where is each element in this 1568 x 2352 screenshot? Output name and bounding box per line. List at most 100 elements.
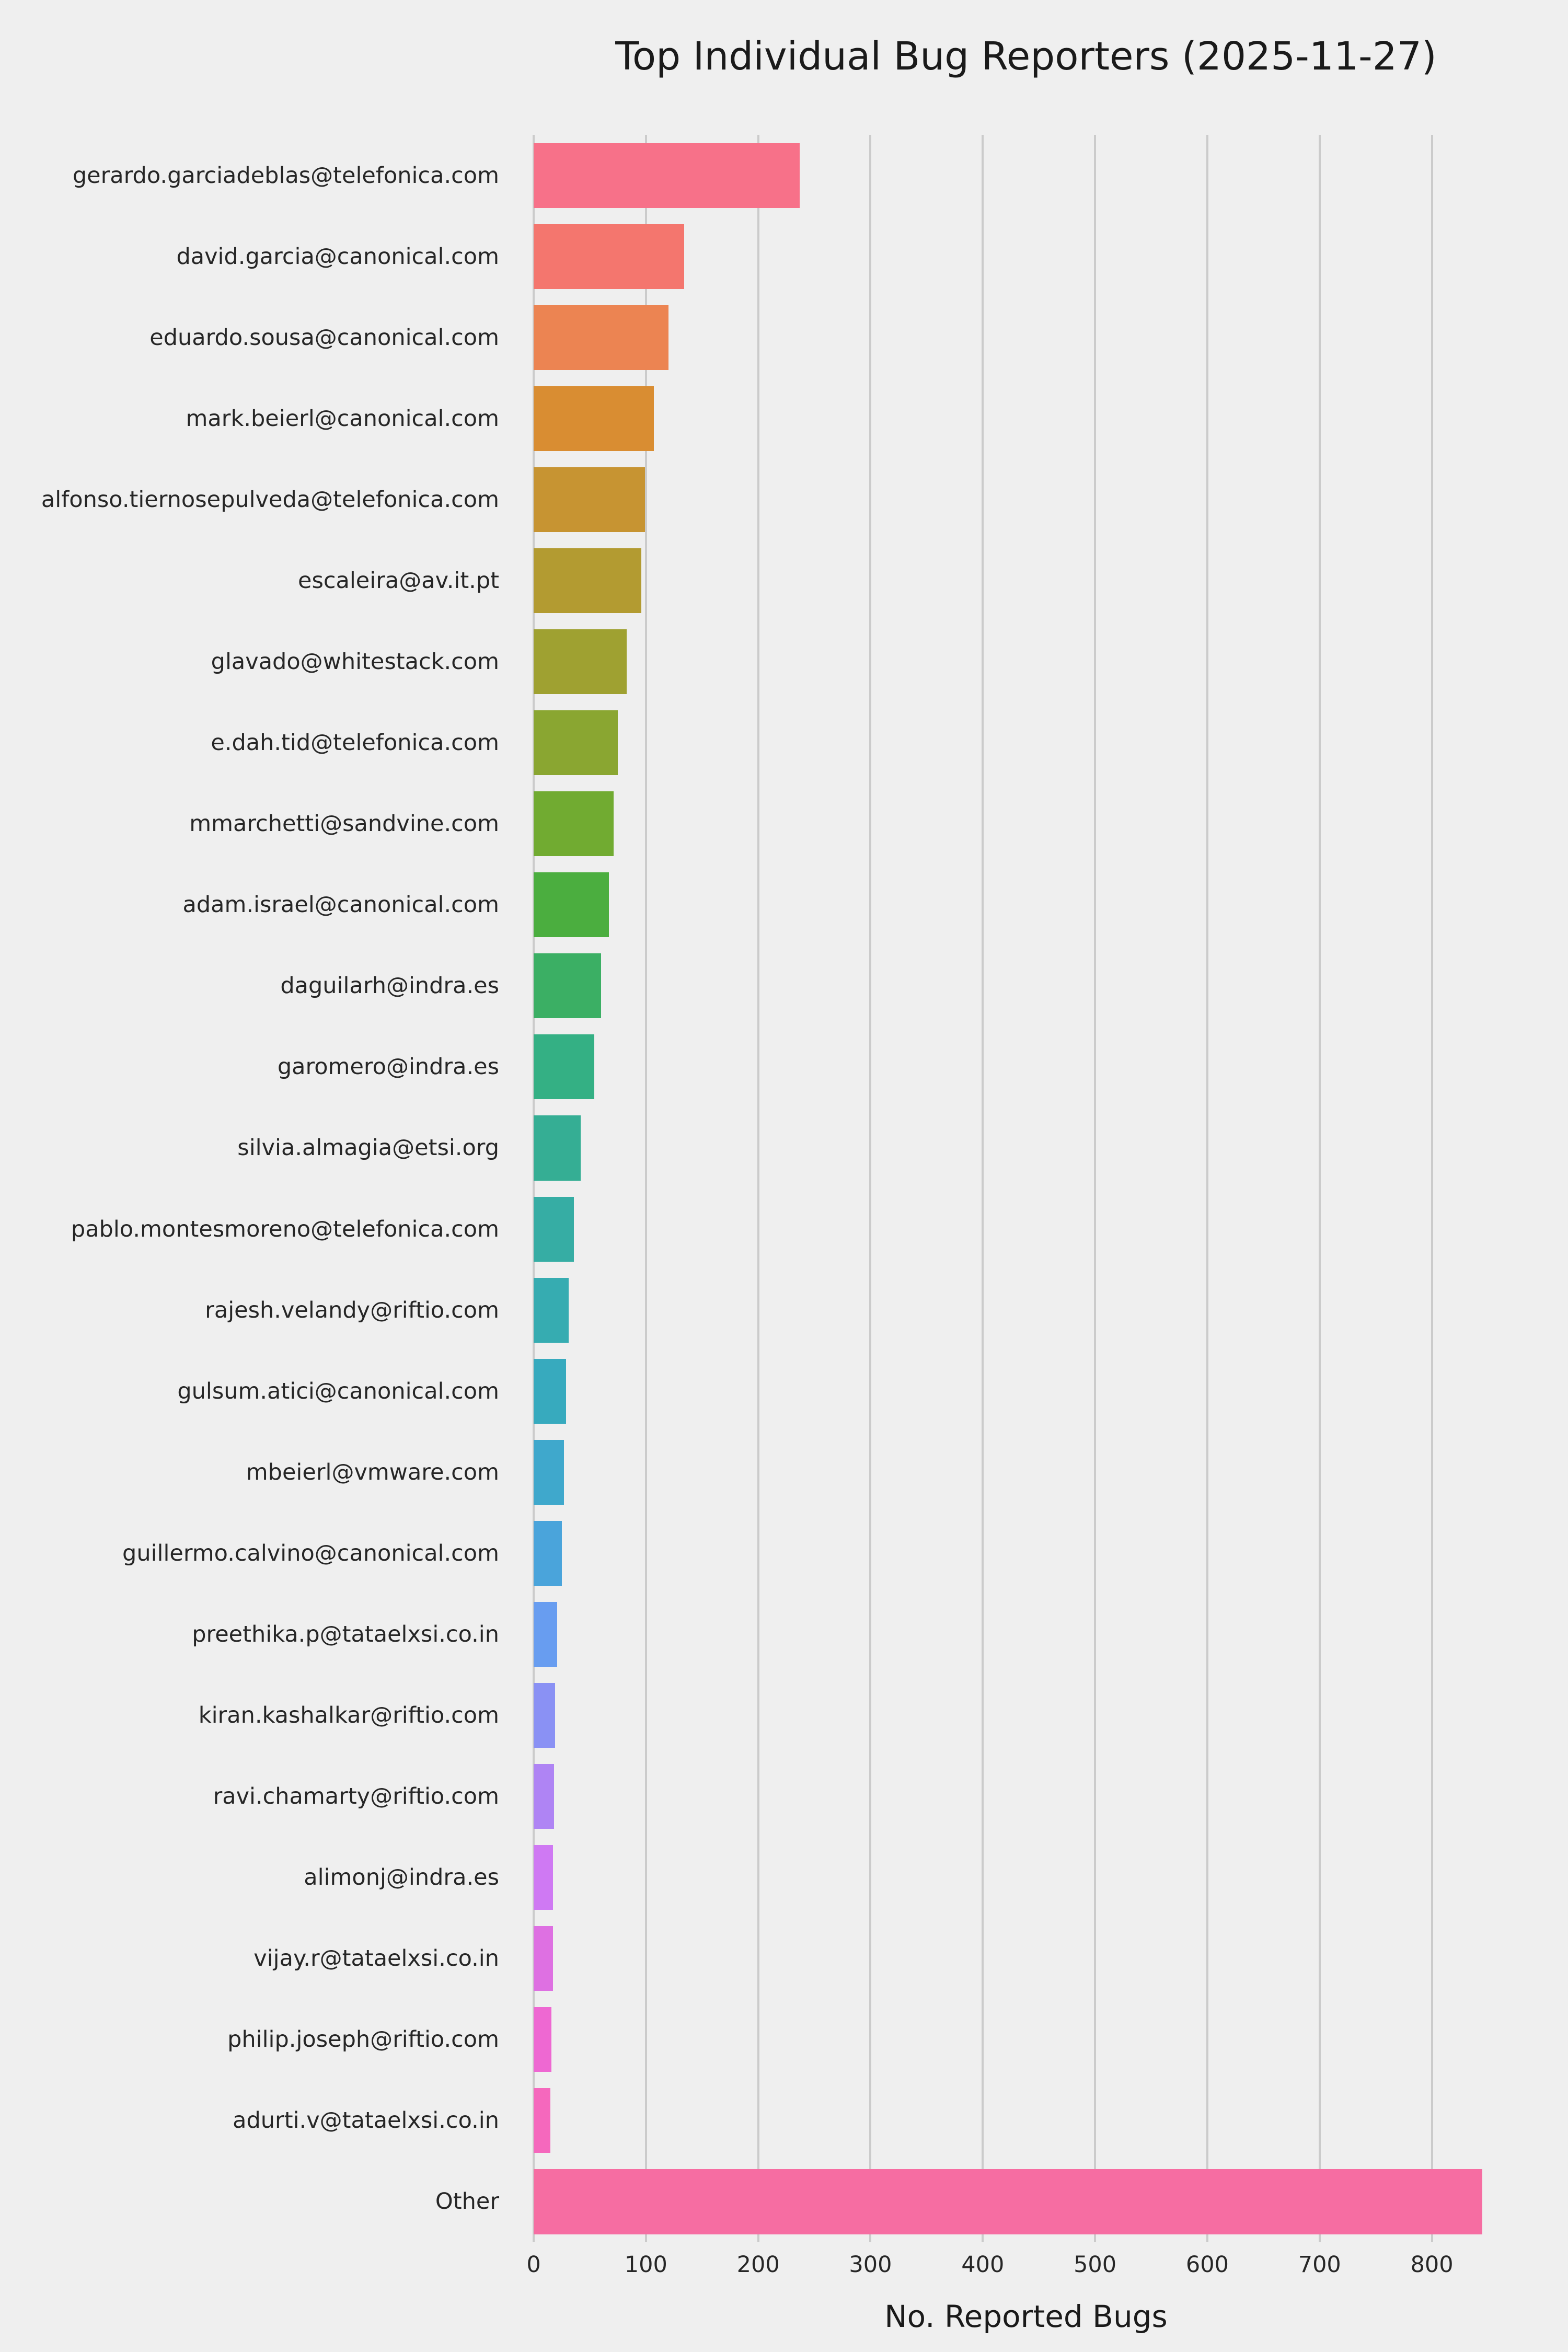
y-tick-label: eduardo.sousa@canonical.com [149,324,499,351]
bar [534,1358,567,1424]
bar-row [534,216,1518,297]
bar [534,1439,564,1505]
bar-row [534,702,1518,783]
chart-title: Top Individual Bug Reporters (2025-11-27… [615,34,1437,79]
bar-row [534,459,1518,540]
y-axis-labels: gerardo.garciadeblas@telefonica.com david… [0,135,516,2242]
bar [534,1196,574,1262]
bar-row [534,621,1518,702]
bar-row [534,1432,1518,1513]
y-tick-label: adurti.v@tataelxsi.co.in [233,2107,499,2134]
bar-row [534,1189,1518,1270]
y-tick-label: Other [435,2188,499,2215]
bar [534,1277,569,1343]
x-tick-label: 500 [1074,2252,1117,2278]
bar [534,629,627,695]
gridline [869,135,872,2242]
y-tick-label: alfonso.tiernosepulveda@telefonica.com [41,486,499,513]
bar [534,1682,555,1748]
bar [534,1601,558,1667]
x-tick-label: 100 [624,2252,667,2278]
bar-row [534,297,1518,378]
gridline [1206,135,1208,2242]
bar-row [534,378,1518,459]
bar [534,2169,1483,2234]
bar [534,1034,594,1100]
bar [534,143,800,208]
bar [534,791,614,857]
gridline [982,135,984,2242]
x-axis-ticks: 0 100 200 300 400 500 600 700 800 [526,2252,1518,2283]
bar [534,953,601,1019]
bar-row [534,540,1518,621]
gridline [1318,135,1321,2242]
bar-row [534,2080,1518,2161]
y-tick-label: daguilarh@indra.es [280,973,499,999]
y-tick-label: guillermo.calvino@canonical.com [122,1540,499,1566]
x-axis-label: No. Reported Bugs [884,2299,1168,2334]
x-tick-label: 800 [1410,2252,1454,2278]
bar-row [534,783,1518,864]
bar [534,872,609,938]
x-tick-label: 400 [961,2252,1005,2278]
plot-area [533,135,1518,2242]
y-tick-label: e.dah.tid@telefonica.com [211,730,499,756]
x-tick-label: 600 [1185,2252,1229,2278]
bar-row [534,1837,1518,1918]
bar-row [534,1108,1518,1189]
y-tick-label: gerardo.garciadeblas@telefonica.com [72,162,499,189]
bar-row [534,1351,1518,1432]
y-tick-label: rajesh.velandy@riftio.com [205,1297,499,1323]
bar-row [534,2161,1518,2242]
y-tick-label: ravi.chamarty@riftio.com [213,1783,499,1810]
x-tick-label: 200 [736,2252,780,2278]
bar [534,710,618,776]
bar [534,2088,551,2153]
y-tick-label: mark.beierl@canonical.com [186,405,499,432]
y-tick-label: david.garcia@canonical.com [176,243,499,270]
y-tick-label: pablo.montesmoreno@telefonica.com [71,1216,499,1242]
bar [534,305,668,370]
gridline [757,135,759,2242]
bar-row [534,1513,1518,1594]
y-tick-label: gulsum.atici@canonical.com [177,1378,499,1404]
bar-row [534,1999,1518,2080]
bar [534,1520,562,1586]
y-tick-label: alimonj@indra.es [304,1864,499,1891]
y-tick-label: kiran.kashalkar@riftio.com [198,1702,499,1729]
bar-row [534,1027,1518,1108]
bar [534,1926,553,1991]
bar-row [534,946,1518,1027]
y-tick-label: mmarchetti@sandvine.com [189,811,499,837]
y-tick-label: silvia.almagia@etsi.org [237,1135,499,1161]
x-tick-label: 0 [526,2252,541,2278]
bar [534,1845,553,1910]
bar-row [534,1675,1518,1756]
y-tick-label: escaleira@av.it.pt [298,567,499,594]
gridline [1431,135,1433,2242]
bar [534,548,642,613]
y-tick-label: philip.joseph@riftio.com [227,2026,499,2053]
bar [534,467,645,532]
y-tick-label: garomero@indra.es [277,1054,499,1080]
x-tick-label: 700 [1298,2252,1341,2278]
gridline [533,135,535,2242]
y-tick-label: adam.israel@canonical.com [182,892,499,918]
bar-row [534,1918,1518,1999]
bar [534,1764,554,1829]
bar [534,1115,581,1181]
bar [534,386,654,451]
bar [534,2007,552,2072]
bar-row [534,864,1518,946]
y-tick-label: glavado@whitestack.com [211,649,499,675]
bar-row [534,1270,1518,1351]
y-tick-label: vijay.r@tataelxsi.co.in [253,1945,499,1972]
gridline [644,135,647,2242]
bar-row [534,1594,1518,1675]
bar-row [534,1756,1518,1837]
bar [534,224,684,289]
y-tick-label: preethika.p@tataelxsi.co.in [192,1621,499,1647]
x-tick-label: 300 [849,2252,892,2278]
gridline [1094,135,1097,2242]
